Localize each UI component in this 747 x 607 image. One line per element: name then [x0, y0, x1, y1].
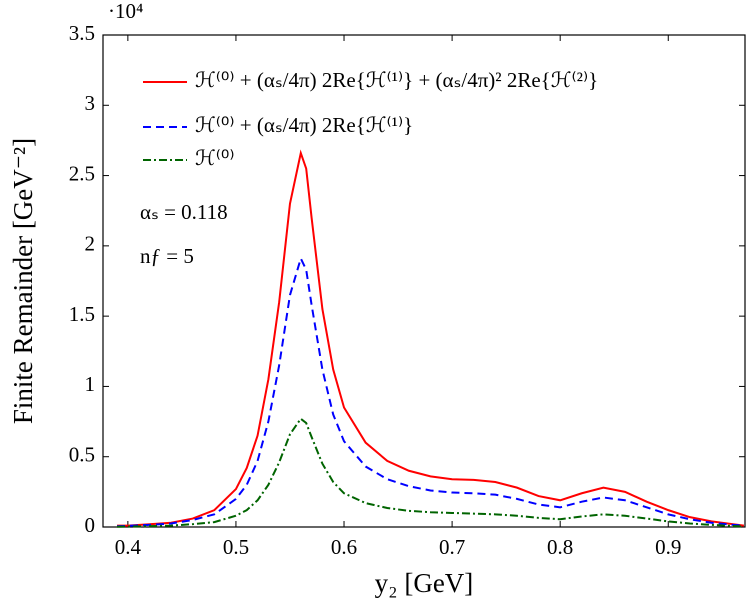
y-tick-label: 1 [85, 372, 96, 396]
y-axis-label: Finite Remainder [GeV⁻²] [8, 138, 38, 424]
x-tick-label: 0.8 [547, 535, 573, 559]
series-line [117, 417, 744, 528]
y-multiplier: ·10⁴ [108, 0, 143, 23]
series-line [117, 149, 745, 527]
x-tick-label: 0.5 [223, 535, 249, 559]
x-tick-label: 0.7 [439, 535, 465, 559]
x-tick-label: 0.4 [115, 535, 142, 559]
y-tick-label: 1.5 [69, 302, 95, 326]
x-tick-label: 0.9 [655, 535, 681, 559]
legend-label: ℋ⁽⁰⁾ [195, 146, 235, 170]
annotation: αₛ = 0.118 [140, 200, 228, 224]
y-tick-label: 0 [85, 513, 96, 537]
y-tick-label: 0.5 [69, 443, 95, 467]
legend-label: ℋ⁽⁰⁾ + (αₛ/4π) 2Re{ℋ⁽¹⁾} [195, 113, 413, 137]
y-tick-label: 3 [85, 91, 96, 115]
y-tick-label: 2 [85, 232, 96, 256]
y-tick-label: 2.5 [69, 161, 95, 185]
legend-label: ℋ⁽⁰⁾ + (αₛ/4π) 2Re{ℋ⁽¹⁾} + (αₛ/4π)² 2Re{… [195, 68, 598, 92]
x-axis-label: y₂ [GeV] [375, 568, 474, 598]
y-tick-label: 3.5 [69, 21, 95, 45]
plot-frame [102, 34, 746, 528]
series-line [117, 255, 744, 528]
annotation: nƒ = 5 [140, 244, 194, 268]
x-tick-label: 0.6 [331, 535, 357, 559]
